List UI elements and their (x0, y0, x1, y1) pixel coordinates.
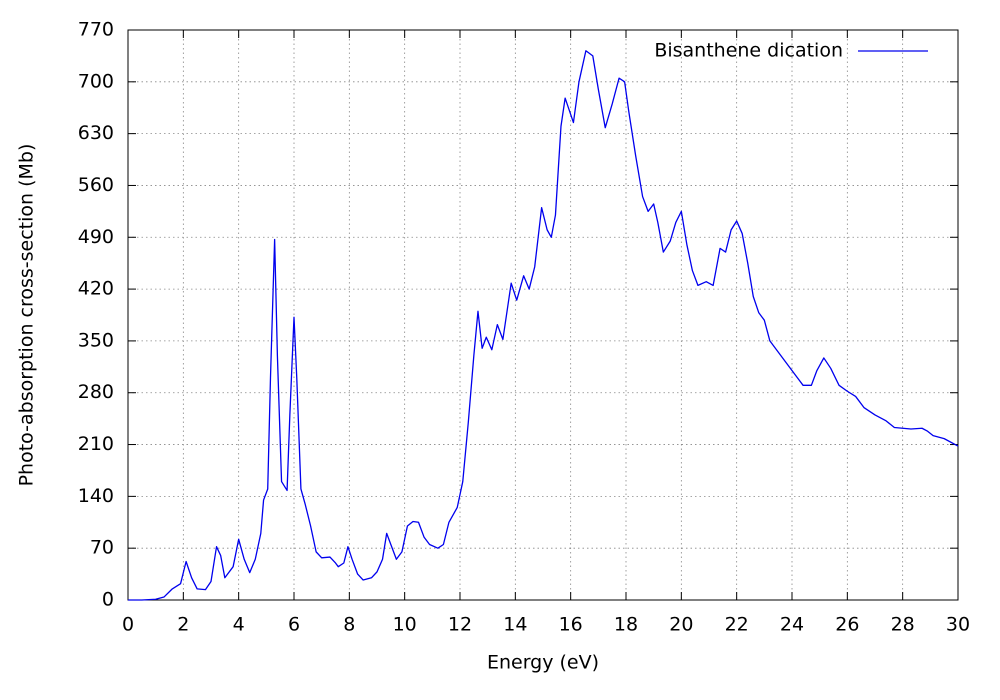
y-tick-label: 770 (78, 19, 114, 41)
x-tick-label: 6 (288, 614, 300, 636)
x-axis-title: Energy (eV) (487, 652, 599, 674)
x-tick-label: 18 (614, 614, 638, 636)
data-line (128, 50, 959, 601)
x-tick-label: 28 (891, 614, 915, 636)
y-tick-label: 700 (78, 70, 114, 92)
y-tick-label: 70 (90, 537, 114, 559)
plot-frame (127, 29, 959, 601)
y-tick-label: 490 (78, 226, 114, 248)
x-tick-label: 16 (559, 614, 583, 636)
x-tick-label: 26 (835, 614, 859, 636)
y-tick-label: 560 (78, 174, 114, 196)
x-tick-label: 12 (448, 614, 472, 636)
x-tick-label: 8 (343, 614, 355, 636)
x-tick-label: 30 (946, 614, 970, 636)
y-tick-label: 420 (78, 278, 114, 300)
x-tick-label: 22 (725, 614, 749, 636)
y-tick-label: 630 (78, 122, 114, 144)
x-tick-label: 10 (393, 614, 417, 636)
x-tick-label: 0 (122, 614, 134, 636)
x-tick-label: 4 (233, 614, 245, 636)
x-tick-label: 24 (780, 614, 804, 636)
legend-label: Bisanthene dication (654, 40, 843, 62)
x-tick-label: 20 (669, 614, 693, 636)
y-tick-label: 350 (78, 329, 114, 351)
y-axis-title: Photo-absorption cross-section (Mb) (16, 144, 38, 487)
y-tick-label: 280 (78, 381, 114, 403)
y-tick-label: 140 (78, 485, 114, 507)
x-tick-label: 14 (503, 614, 527, 636)
x-tick-label: 2 (177, 614, 189, 636)
y-tick-label: 210 (78, 433, 114, 455)
y-tick-label: 0 (102, 589, 114, 611)
